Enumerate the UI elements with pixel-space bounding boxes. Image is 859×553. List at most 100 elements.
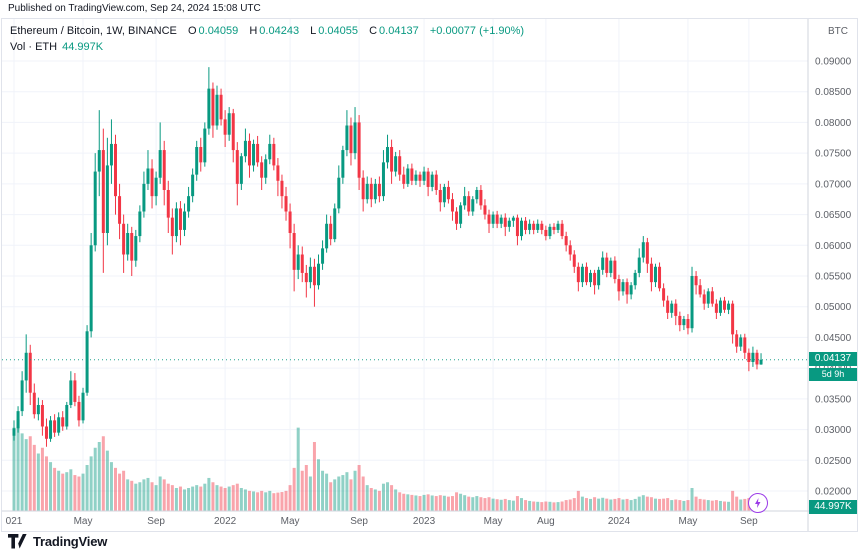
candle-body	[723, 300, 726, 310]
candle-body	[16, 411, 20, 429]
candle-body	[284, 196, 288, 212]
price-tick-label: 0.05000	[815, 302, 852, 313]
candle-body	[223, 119, 227, 135]
candle-body	[325, 223, 329, 249]
volume-bar	[653, 498, 657, 511]
volume-bar	[544, 501, 548, 511]
volume-bar	[511, 500, 515, 511]
candle-body	[81, 392, 85, 421]
volume-bar	[333, 479, 337, 511]
volume-bar	[178, 486, 182, 511]
candle-body	[613, 260, 617, 280]
volume-bar	[503, 498, 507, 511]
volume-bar	[633, 498, 637, 511]
volume-bar	[377, 490, 381, 511]
volume-bar	[195, 485, 199, 511]
candle-body	[649, 263, 653, 283]
price-tick-label: 0.07500	[815, 149, 852, 160]
candle-body	[564, 236, 568, 246]
candle-body	[739, 337, 743, 347]
candle-body	[280, 180, 284, 197]
candle-body	[751, 352, 755, 362]
candle-body	[308, 266, 312, 283]
volume-bar	[446, 496, 450, 511]
volume-bar	[649, 497, 653, 511]
price-tick-label: 0.04500	[815, 333, 852, 344]
time-tick-label: May	[484, 516, 503, 527]
candle-body	[341, 150, 345, 178]
volume-bar	[532, 501, 536, 511]
legend-symbol-row: Ethereum / Bitcoin, 1W, BINANCE O 0.04059…	[10, 24, 524, 38]
volume-bar	[36, 453, 40, 511]
volume-bar	[718, 500, 722, 511]
candle-body	[678, 315, 682, 326]
tradingview-logo-icon[interactable]	[8, 534, 27, 549]
volume-bar	[528, 500, 532, 511]
candle-body	[621, 282, 625, 292]
candle-body	[524, 220, 528, 230]
candle-body	[471, 199, 475, 212]
candle-body	[235, 150, 239, 184]
candle-body	[536, 223, 540, 230]
time-tick-label: 2024	[608, 516, 631, 527]
volume-bar	[714, 500, 718, 511]
candle-body	[406, 168, 410, 184]
boost-button[interactable]	[748, 493, 768, 513]
candle-body	[134, 236, 138, 261]
candle-body	[268, 143, 272, 160]
volume-bar	[264, 492, 268, 511]
volume-bar	[467, 496, 471, 511]
candle-body	[114, 143, 117, 197]
volume-bar	[109, 462, 113, 511]
candle-body	[300, 254, 304, 273]
candle-body	[28, 352, 32, 393]
candle-body	[487, 214, 491, 224]
volume-bar	[44, 456, 48, 511]
candle-body	[609, 260, 613, 273]
volume-bar	[710, 500, 714, 511]
volume-bar	[455, 492, 459, 511]
volume-bar	[235, 483, 239, 511]
candle-body	[154, 177, 158, 197]
volume-bar	[40, 447, 44, 511]
volume-bar	[694, 496, 698, 511]
volume-bar	[369, 488, 373, 511]
tradingview-brand[interactable]: TradingView	[33, 534, 108, 549]
candle-body	[584, 266, 588, 283]
volume-bar	[191, 486, 195, 511]
candle-body	[520, 220, 523, 237]
volume-bar	[276, 492, 280, 511]
volume-bar	[434, 496, 438, 511]
candle-body	[317, 263, 320, 286]
volume-bar	[126, 479, 130, 511]
high-value: 0.04243	[259, 25, 300, 37]
volume-bar	[16, 419, 20, 511]
candle-body	[597, 269, 601, 286]
candle-body	[727, 303, 731, 310]
volume-bar	[183, 489, 187, 511]
volume-bar	[556, 502, 560, 511]
volume-bar	[670, 500, 674, 511]
volume-bar	[49, 462, 53, 511]
volume-bar	[548, 501, 552, 511]
volume-bar	[491, 498, 495, 511]
candle-body	[93, 171, 97, 246]
volume-bar	[735, 496, 739, 511]
volume-bar	[576, 490, 580, 511]
volume-bar	[28, 436, 32, 511]
candle-body	[381, 162, 385, 197]
volume-bar	[536, 501, 540, 511]
volume-bar	[589, 498, 593, 511]
volume-bar	[256, 492, 260, 511]
volume-bar	[593, 497, 597, 511]
volume-bar	[101, 436, 105, 511]
volume-bar	[524, 500, 528, 511]
volume-bar	[211, 482, 215, 511]
volume-bar	[682, 500, 686, 511]
volume-bar	[572, 498, 576, 511]
volume-bar	[32, 444, 36, 511]
candle-body	[601, 257, 605, 270]
candle-body	[49, 420, 53, 439]
volume-bar	[686, 500, 690, 511]
volume-bar	[540, 502, 544, 511]
